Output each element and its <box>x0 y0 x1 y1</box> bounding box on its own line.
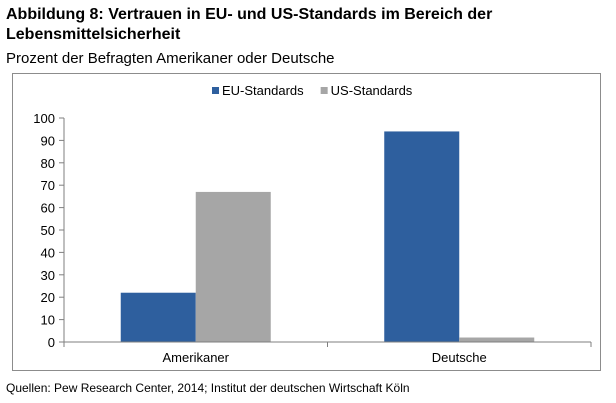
y-tick-label: 40 <box>41 245 55 260</box>
legend-label: EU-Standards <box>222 83 304 98</box>
y-tick-label: 10 <box>41 313 55 328</box>
legend-label: US-Standards <box>331 83 413 98</box>
bar-eu-standards-deutsche <box>384 131 460 342</box>
bar-us-standards-amerikaner <box>195 191 271 342</box>
chart-frame: EU-Standards US-Standards 0 10 20 30 40 50 60 70… <box>12 73 601 371</box>
x-tick-label: Deutsche <box>432 350 487 365</box>
legend-swatch <box>320 87 328 94</box>
chart-subtitle: Prozent der Befragten Amerikaner oder De… <box>6 50 335 67</box>
x-tick-label: Amerikaner <box>163 350 230 365</box>
y-axis: 0 10 20 30 40 50 60 70 80 90 100 <box>33 111 65 350</box>
y-tick-label: 60 <box>41 201 55 216</box>
y-tick-label: 100 <box>33 111 55 126</box>
y-tick-label: 70 <box>41 178 55 193</box>
y-tick-label: 30 <box>41 268 55 283</box>
legend: EU-Standards US-Standards <box>212 83 413 98</box>
y-tick-label: 20 <box>41 290 55 305</box>
y-tick-label: 0 <box>48 335 55 350</box>
x-axis: Amerikaner Deutsche <box>63 341 592 365</box>
y-tick-label: 50 <box>41 223 55 238</box>
bar-us-standards-deutsche <box>459 337 535 342</box>
legend-swatch <box>212 87 219 94</box>
chart-title: Abbildung 8: Vertrauen in EU- und US-Sta… <box>6 6 493 43</box>
y-tick-label: 80 <box>41 156 55 171</box>
bar-eu-standards-amerikaner <box>120 292 196 342</box>
bars <box>120 131 535 342</box>
source-note: Quellen: Pew Research Center, 2014; Inst… <box>6 381 410 395</box>
bar-chart: EU-Standards US-Standards 0 10 20 30 40 50 60 70… <box>33 83 592 365</box>
y-tick-label: 90 <box>41 133 55 148</box>
